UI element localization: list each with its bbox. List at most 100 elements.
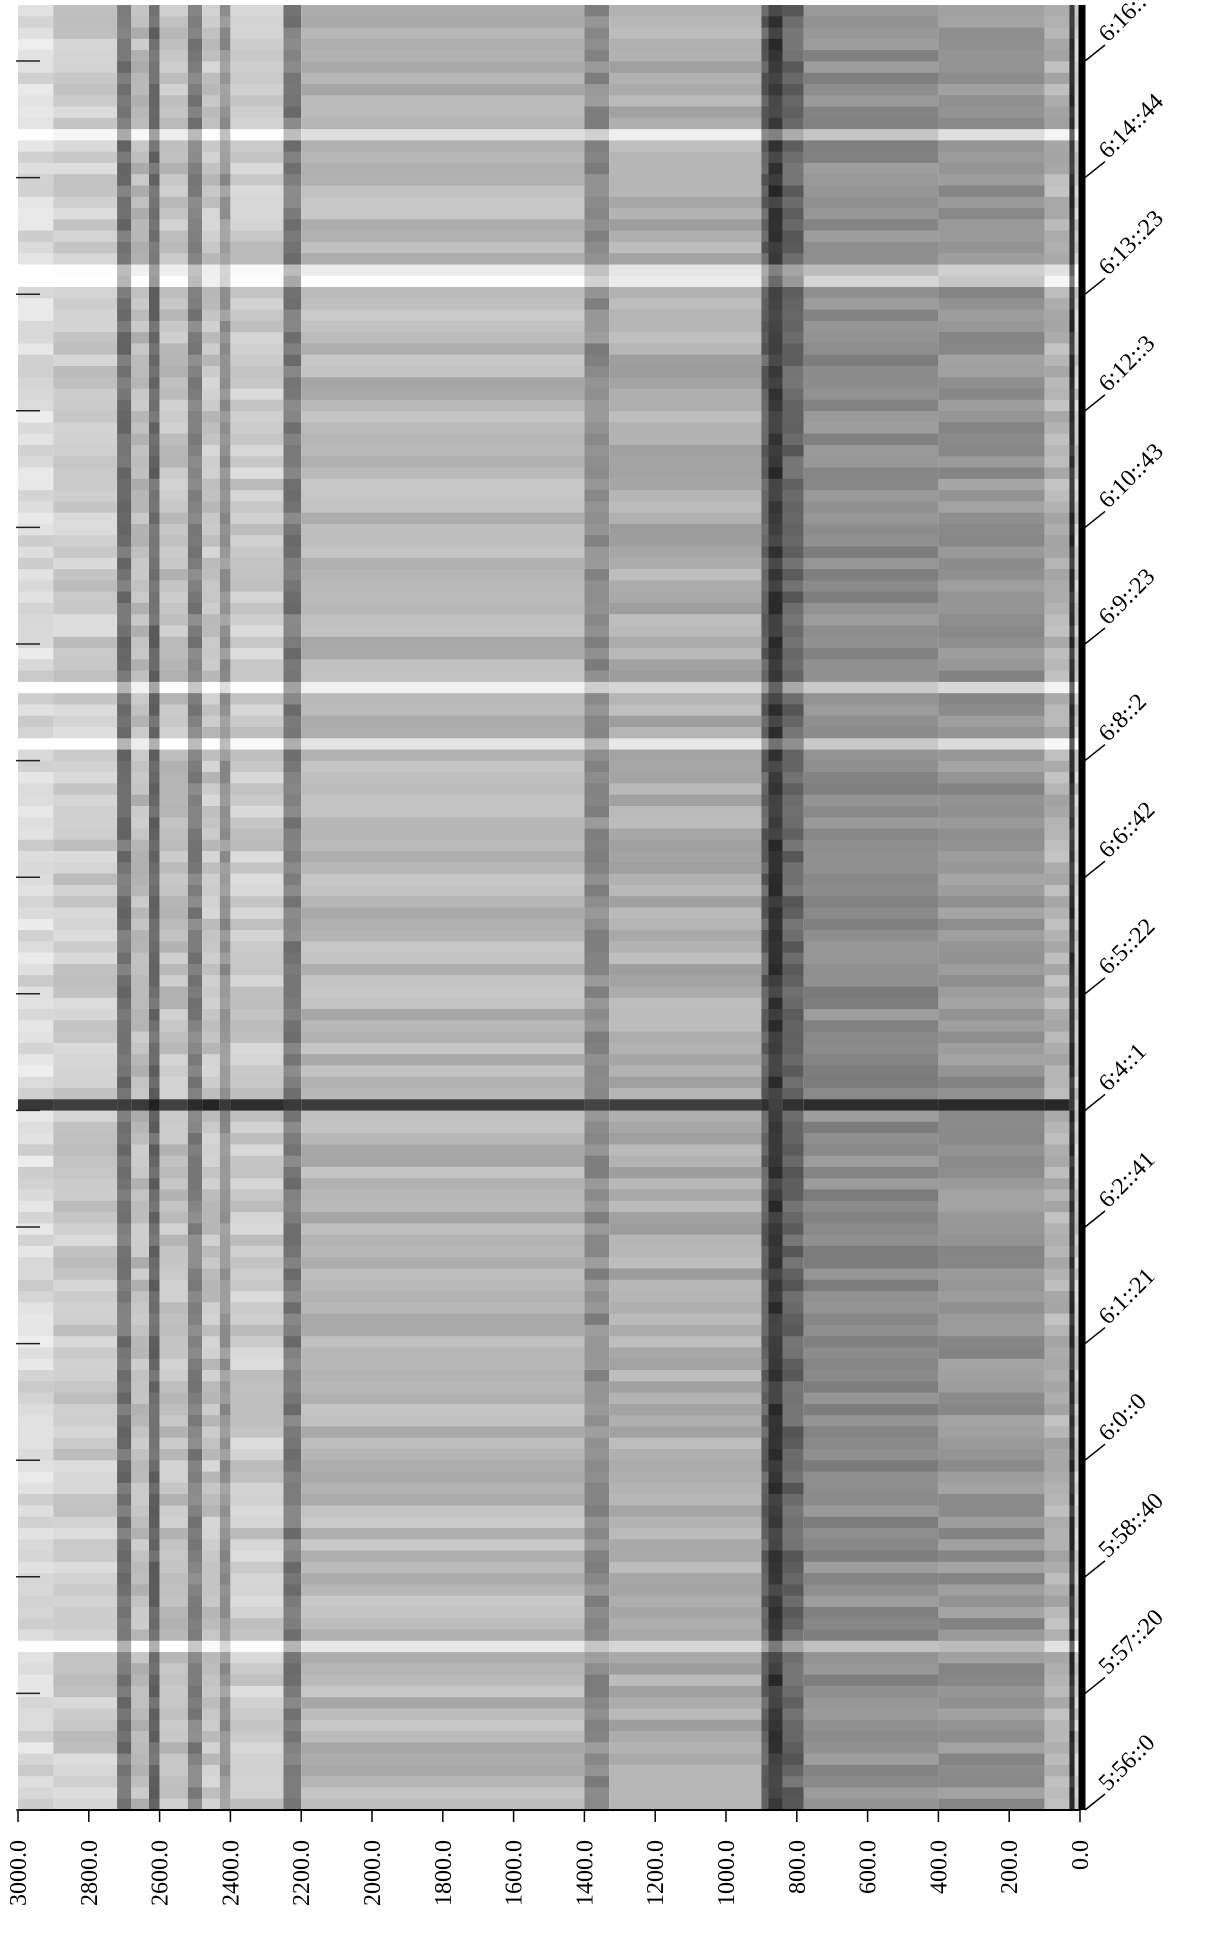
heatmap-cell bbox=[283, 1426, 302, 1439]
heatmap-cell bbox=[609, 1257, 762, 1270]
heatmap-cell bbox=[938, 1528, 1045, 1540]
heatmap-cell bbox=[782, 1234, 804, 1247]
heatmap-cell bbox=[131, 1268, 149, 1281]
heatmap-cell bbox=[187, 219, 203, 232]
heatmap-cell bbox=[283, 794, 302, 807]
heatmap-cell bbox=[230, 772, 284, 784]
heatmap-cell bbox=[283, 1167, 302, 1179]
heatmap-cell bbox=[230, 5, 284, 17]
heatmap-cell bbox=[149, 377, 160, 390]
heatmap-cell bbox=[219, 952, 231, 965]
heatmap-cell bbox=[609, 523, 762, 536]
heatmap-cell bbox=[1074, 117, 1080, 130]
heatmap-cell bbox=[1074, 332, 1080, 345]
heatmap-cell bbox=[202, 1031, 220, 1044]
heatmap-cell bbox=[938, 1584, 1045, 1597]
heatmap-cell bbox=[768, 907, 783, 920]
heatmap-cell bbox=[609, 1121, 762, 1134]
heatmap-cell bbox=[149, 1719, 160, 1732]
heatmap-cell bbox=[53, 185, 118, 198]
heatmap-cell bbox=[761, 456, 769, 469]
heatmap-cell bbox=[230, 1742, 284, 1755]
heatmap-cell bbox=[117, 1482, 132, 1495]
heatmap-cell bbox=[219, 1189, 231, 1202]
heatmap-cell bbox=[768, 693, 783, 706]
heatmap-cell bbox=[53, 997, 118, 1010]
heatmap-cell bbox=[301, 1742, 585, 1755]
heatmap-cell bbox=[803, 309, 939, 322]
heatmap-cell bbox=[202, 72, 220, 85]
heatmap-cell bbox=[584, 1426, 610, 1439]
heatmap-cell bbox=[584, 715, 610, 728]
heatmap-cell bbox=[782, 1573, 804, 1585]
heatmap-cell bbox=[149, 783, 160, 796]
heatmap-cell bbox=[18, 1302, 54, 1315]
heatmap-cell bbox=[159, 512, 188, 525]
heatmap-cell bbox=[609, 760, 762, 773]
heatmap-cell bbox=[187, 1674, 203, 1687]
heatmap-cell bbox=[584, 332, 610, 345]
heatmap-cell bbox=[230, 343, 284, 356]
heatmap-cell bbox=[584, 1674, 610, 1687]
heatmap-cell bbox=[283, 839, 302, 852]
heatmap-cell bbox=[938, 140, 1045, 153]
y-tick-label: 5:57::20 bbox=[1094, 1605, 1169, 1680]
y-tick bbox=[1084, 1093, 1106, 1111]
heatmap-cell bbox=[584, 1212, 610, 1224]
heatmap-cell bbox=[117, 422, 132, 435]
heatmap-cell bbox=[219, 1471, 231, 1484]
heatmap-cell bbox=[202, 1336, 220, 1349]
heatmap-cell bbox=[1044, 963, 1070, 976]
heatmap-cell bbox=[117, 117, 132, 130]
heatmap-cell bbox=[219, 219, 231, 232]
heatmap-cell bbox=[149, 952, 160, 965]
heatmap-cell bbox=[584, 208, 610, 220]
heatmap-cell bbox=[149, 862, 160, 875]
heatmap-cell bbox=[283, 219, 302, 232]
heatmap-cell bbox=[149, 523, 160, 536]
heatmap-cell bbox=[1074, 298, 1080, 311]
heatmap-cell bbox=[187, 1042, 203, 1055]
heatmap-cell bbox=[1069, 140, 1075, 153]
heatmap-cell bbox=[1069, 1437, 1075, 1450]
heatmap-cell bbox=[149, 264, 160, 277]
heatmap-cell bbox=[761, 433, 769, 446]
heatmap-cell bbox=[53, 1606, 118, 1619]
heatmap-cell bbox=[584, 851, 610, 863]
heatmap-cell bbox=[1074, 546, 1080, 559]
heatmap-cell bbox=[1074, 1787, 1080, 1800]
heatmap-cell bbox=[149, 422, 160, 435]
heatmap-cell bbox=[761, 162, 769, 175]
heatmap-cell bbox=[761, 681, 769, 694]
heatmap-cell bbox=[584, 659, 610, 672]
heatmap-cell bbox=[53, 896, 118, 909]
heatmap-cell bbox=[149, 997, 160, 1010]
heatmap-cell bbox=[768, 884, 783, 897]
heatmap-cell bbox=[149, 749, 160, 762]
heatmap-cell bbox=[782, 1415, 804, 1428]
heatmap-cell bbox=[803, 1088, 939, 1100]
heatmap-cell bbox=[18, 422, 54, 435]
heatmap-cell bbox=[149, 1595, 160, 1608]
heatmap-cell bbox=[283, 986, 302, 999]
heatmap-cell bbox=[219, 1009, 231, 1021]
heatmap-cell bbox=[782, 1065, 804, 1078]
heatmap-cell bbox=[1069, 580, 1075, 593]
heatmap-cell bbox=[584, 817, 610, 830]
heatmap-cell bbox=[938, 1088, 1045, 1100]
heatmap-cell bbox=[131, 129, 149, 141]
heatmap-cell bbox=[1069, 557, 1075, 570]
heatmap-cell bbox=[301, 1471, 585, 1484]
heatmap-cell bbox=[609, 659, 762, 672]
heatmap-cell bbox=[283, 569, 302, 581]
heatmap-cell bbox=[782, 1133, 804, 1145]
heatmap-cell bbox=[1074, 84, 1080, 96]
heatmap-cell bbox=[803, 806, 939, 818]
heatmap-cell bbox=[803, 884, 939, 897]
heatmap-cell bbox=[1044, 625, 1070, 638]
heatmap-cell bbox=[761, 208, 769, 220]
heatmap-cell bbox=[584, 704, 610, 717]
heatmap-cell bbox=[117, 467, 132, 480]
heatmap-cell bbox=[761, 287, 769, 299]
heatmap-cell bbox=[230, 817, 284, 830]
